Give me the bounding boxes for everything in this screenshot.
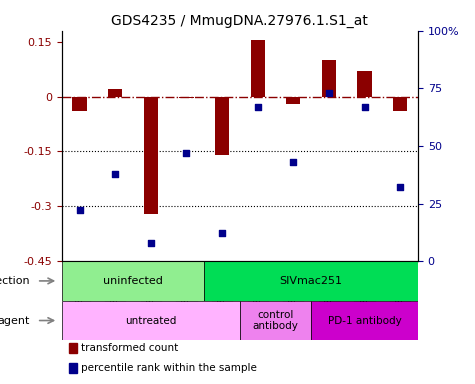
Bar bbox=[286, 96, 300, 104]
Point bbox=[147, 240, 155, 246]
Point bbox=[289, 159, 297, 165]
Bar bbox=[322, 60, 336, 96]
Text: agent: agent bbox=[0, 316, 29, 326]
Bar bbox=[180, 96, 194, 98]
Point bbox=[218, 230, 226, 237]
Text: infection: infection bbox=[0, 276, 29, 286]
FancyBboxPatch shape bbox=[311, 301, 418, 340]
Title: GDS4235 / MmugDNA.27976.1.S1_at: GDS4235 / MmugDNA.27976.1.S1_at bbox=[112, 14, 368, 28]
Point bbox=[325, 90, 332, 96]
Text: control
antibody: control antibody bbox=[253, 310, 298, 331]
Bar bbox=[251, 40, 265, 96]
Text: PD-1 antibody: PD-1 antibody bbox=[328, 316, 401, 326]
Point bbox=[361, 104, 369, 110]
Bar bbox=[108, 89, 123, 96]
FancyBboxPatch shape bbox=[204, 261, 418, 301]
Point bbox=[182, 150, 190, 156]
Bar bbox=[69, 343, 77, 353]
Text: transformed count: transformed count bbox=[81, 343, 179, 353]
Text: untreated: untreated bbox=[125, 316, 177, 326]
Point bbox=[76, 207, 84, 214]
Bar bbox=[143, 96, 158, 214]
Bar bbox=[215, 96, 229, 155]
Bar bbox=[72, 96, 86, 111]
FancyBboxPatch shape bbox=[240, 301, 311, 340]
FancyBboxPatch shape bbox=[62, 261, 204, 301]
Text: uninfected: uninfected bbox=[103, 276, 163, 286]
Bar bbox=[69, 363, 77, 373]
Bar bbox=[357, 71, 371, 96]
Point bbox=[254, 104, 261, 110]
Point bbox=[396, 184, 404, 190]
Bar bbox=[393, 96, 407, 111]
Text: SIVmac251: SIVmac251 bbox=[280, 276, 342, 286]
Text: percentile rank within the sample: percentile rank within the sample bbox=[81, 363, 257, 373]
FancyBboxPatch shape bbox=[62, 301, 240, 340]
Point bbox=[111, 170, 119, 177]
